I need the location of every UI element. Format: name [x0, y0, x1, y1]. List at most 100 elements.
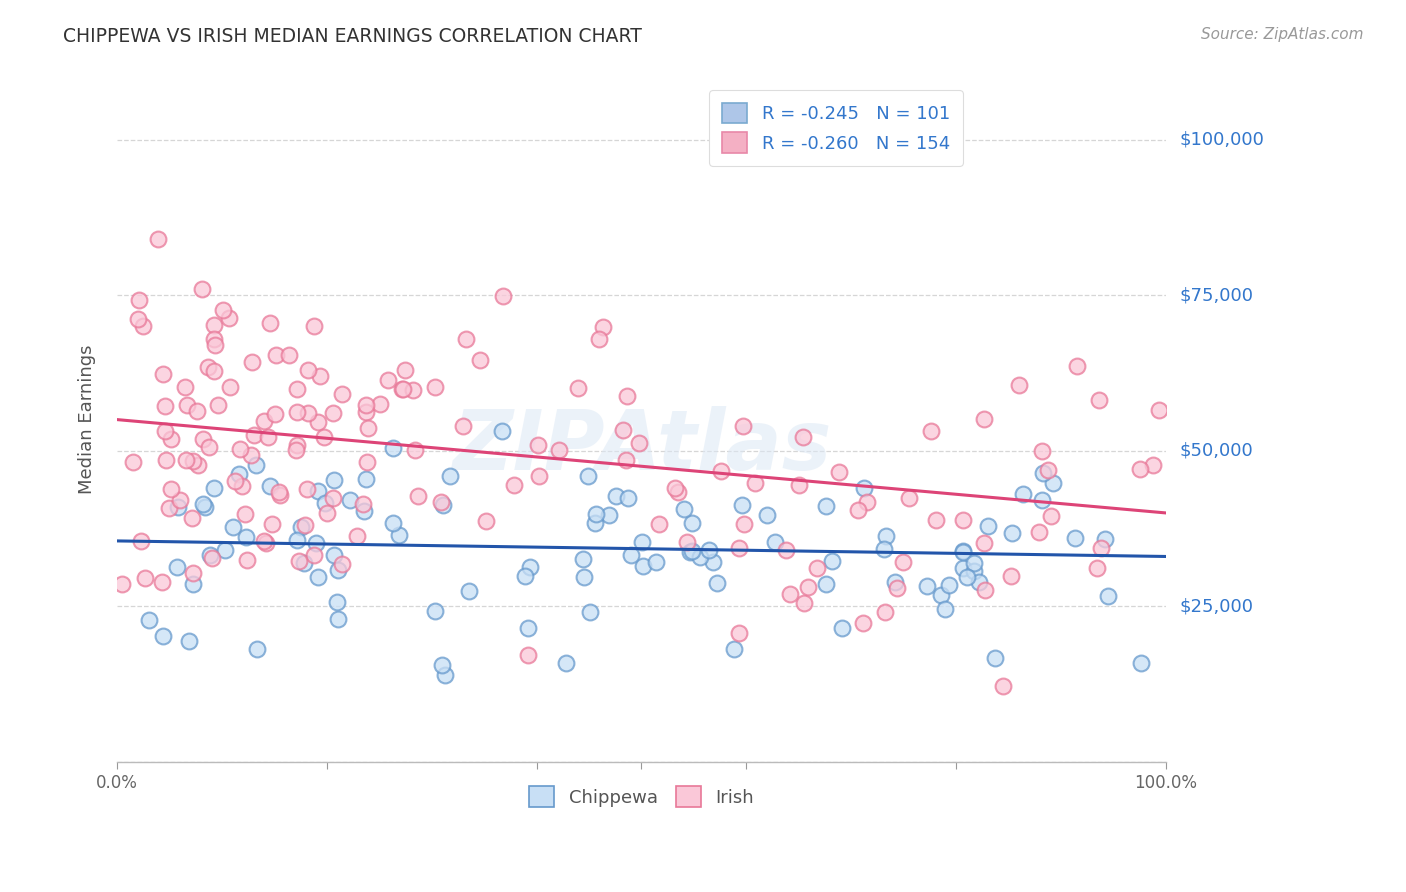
- Point: [246, 642, 269, 657]
- Point: [292, 556, 315, 570]
- Point: [952, 513, 974, 527]
- Point: [856, 495, 879, 509]
- Point: [963, 565, 986, 579]
- Point: [976, 519, 998, 533]
- Point: [1028, 525, 1050, 540]
- Point: [111, 576, 134, 591]
- Point: [1031, 493, 1053, 508]
- Point: [202, 481, 225, 495]
- Point: [1097, 589, 1119, 603]
- Point: [224, 474, 246, 488]
- Point: [873, 541, 896, 556]
- Point: [723, 642, 745, 657]
- Point: [492, 289, 515, 303]
- Point: [356, 455, 378, 469]
- Point: [1066, 359, 1088, 374]
- Point: [198, 441, 221, 455]
- Point: [160, 482, 183, 496]
- Point: [354, 398, 377, 412]
- Point: [157, 500, 180, 515]
- Point: [174, 452, 197, 467]
- Point: [330, 557, 353, 571]
- Point: [915, 579, 938, 593]
- Point: [527, 438, 550, 452]
- Point: [297, 363, 319, 377]
- Point: [585, 507, 607, 521]
- Point: [423, 604, 446, 618]
- Point: [727, 541, 749, 555]
- Point: [166, 559, 188, 574]
- Point: [307, 416, 329, 430]
- Point: [763, 535, 786, 549]
- Point: [1142, 458, 1164, 472]
- Point: [612, 423, 634, 437]
- Point: [173, 380, 195, 394]
- Point: [457, 584, 479, 599]
- Point: [974, 582, 997, 597]
- Point: [326, 612, 349, 626]
- Point: [243, 428, 266, 442]
- Point: [934, 602, 956, 616]
- Point: [346, 529, 368, 543]
- Point: [679, 545, 702, 559]
- Point: [323, 548, 346, 562]
- Point: [229, 442, 252, 457]
- Point: [616, 389, 638, 403]
- Point: [846, 502, 869, 516]
- Point: [821, 554, 844, 568]
- Text: $25,000: $25,000: [1180, 598, 1254, 615]
- Point: [779, 587, 801, 601]
- Point: [253, 414, 276, 428]
- Point: [356, 405, 378, 419]
- Point: [305, 536, 328, 550]
- Point: [516, 648, 538, 662]
- Point: [924, 513, 946, 527]
- Point: [391, 382, 413, 396]
- Point: [202, 332, 225, 346]
- Point: [814, 576, 837, 591]
- Point: [515, 569, 537, 583]
- Point: [228, 467, 250, 482]
- Point: [330, 386, 353, 401]
- Text: CHIPPEWA VS IRISH MEDIAN EARNINGS CORRELATION CHART: CHIPPEWA VS IRISH MEDIAN EARNINGS CORREL…: [63, 27, 643, 45]
- Point: [219, 379, 242, 393]
- Point: [806, 561, 828, 575]
- Point: [852, 615, 875, 630]
- Point: [328, 563, 350, 577]
- Point: [269, 487, 291, 501]
- Point: [967, 574, 990, 589]
- Point: [322, 406, 344, 420]
- Point: [388, 528, 411, 542]
- Point: [352, 497, 374, 511]
- Point: [579, 605, 602, 619]
- Point: [681, 516, 703, 530]
- Point: [434, 668, 457, 682]
- Point: [264, 408, 287, 422]
- Point: [787, 478, 810, 492]
- Point: [1129, 656, 1152, 670]
- Point: [353, 504, 375, 518]
- Point: [181, 577, 204, 591]
- Point: [1064, 531, 1087, 545]
- Point: [148, 231, 170, 245]
- Point: [285, 438, 308, 452]
- Point: [307, 484, 329, 499]
- Point: [673, 502, 696, 516]
- Point: [883, 574, 905, 589]
- Point: [183, 453, 205, 467]
- Point: [201, 550, 224, 565]
- Point: [204, 338, 226, 352]
- Point: [294, 518, 316, 533]
- Point: [152, 629, 174, 643]
- Point: [527, 469, 550, 483]
- Point: [938, 578, 960, 592]
- Point: [423, 380, 446, 394]
- Point: [278, 348, 301, 362]
- Point: [1036, 463, 1059, 477]
- Point: [211, 303, 233, 318]
- Point: [262, 516, 284, 531]
- Point: [150, 575, 173, 590]
- Point: [491, 424, 513, 438]
- Point: [592, 320, 614, 334]
- Point: [191, 432, 214, 446]
